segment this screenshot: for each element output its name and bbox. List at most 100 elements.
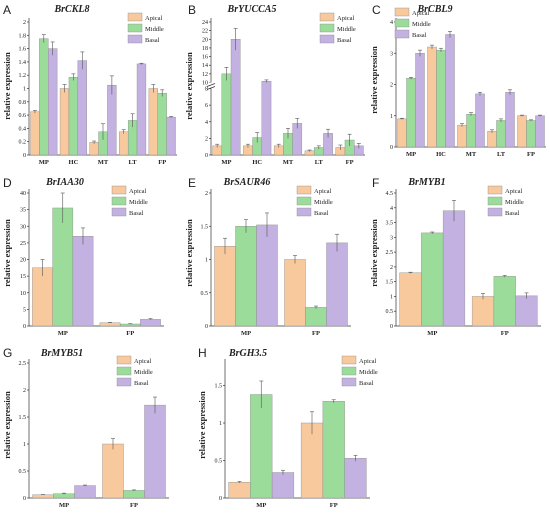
legend: Apical Middle Basal	[296, 185, 333, 217]
legend-label-middle: Middle	[505, 199, 524, 206]
bar-apical-fp	[102, 443, 124, 499]
y-tick-label: 10	[202, 81, 208, 87]
axis-break-mark	[206, 83, 216, 87]
y-tick-label: 1	[23, 87, 26, 93]
x-tick-label: MT	[466, 151, 477, 158]
legend-label-middle: Middle	[314, 199, 333, 206]
y-tick-label: 4	[390, 206, 393, 212]
y-tick-label: 2	[205, 191, 208, 197]
x-tick-label: FP	[527, 151, 535, 158]
panel-a: A BrCKL8 relative expression 0 0.2 0.4 0.6 0.8 1…	[2, 3, 177, 166]
y-tick-label: 0.5	[215, 459, 223, 465]
legend-swatch-middle	[127, 23, 143, 33]
bar-basal-fp	[144, 404, 166, 499]
bar-basal-mp	[72, 236, 94, 327]
bar-middle-mt	[466, 113, 476, 148]
legend-label-apical: Apical	[505, 188, 523, 195]
bar-middle-mp	[53, 493, 75, 499]
legend: Apical Middle Basal	[127, 12, 164, 44]
legend-swatch-middle	[111, 196, 127, 206]
bar-middle-mp	[52, 207, 74, 327]
y-tick-label: 1.5	[386, 280, 394, 286]
y-tick-label: 1.5	[201, 224, 209, 230]
panel-letter: C	[372, 3, 381, 17]
bar-apical-mp	[30, 111, 40, 156]
x-tick-label: FP	[346, 159, 354, 166]
y-tick-label: 3	[390, 235, 393, 241]
legend-swatch-basal	[341, 377, 357, 387]
y-tick-label: 0	[205, 153, 208, 159]
bar-middle-mp	[39, 38, 49, 156]
y-tick-label: 3	[390, 51, 393, 57]
legend-label-apical: Apical	[129, 188, 147, 195]
bar-middle-fp	[157, 92, 167, 156]
x-tick-label: MP	[221, 159, 231, 166]
legend-label-middle: Middle	[359, 369, 378, 376]
x-tick-label: LT	[129, 159, 138, 166]
legend-label-apical: Apical	[359, 358, 377, 365]
y-tick-label: 10	[20, 291, 26, 297]
y-tick-label: 12	[202, 72, 208, 78]
bar-basal-fp	[515, 295, 538, 327]
bar-apical-mt	[89, 142, 99, 156]
y-tick-label: 4.5	[386, 191, 394, 197]
y-tick-label: 1.4	[19, 60, 27, 66]
y-tick-label: 1	[205, 258, 208, 264]
bar-apical-mp	[214, 245, 236, 327]
y-tick-label: 2.5	[386, 250, 394, 256]
bar-basal-mp	[256, 224, 278, 327]
y-tick-label: 0.5	[19, 469, 27, 475]
panel-letter: D	[3, 176, 12, 190]
chart-title: BrMYB51	[40, 348, 83, 359]
bar-basal-hc	[445, 34, 455, 148]
bar-basal-mp	[271, 472, 295, 499]
y-tick-label: 2	[390, 265, 393, 271]
legend-swatch-middle	[394, 18, 410, 28]
panel-letter: B	[188, 3, 196, 17]
chart-title: BrIAA30	[45, 177, 84, 188]
bar-basal-lt	[505, 92, 515, 148]
legend-label-basal: Basal	[129, 210, 144, 217]
y-tick-label: 35	[20, 208, 26, 214]
panel-letter: G	[3, 346, 12, 360]
panel-letter: F	[372, 176, 379, 190]
x-tick-label: MP	[58, 330, 68, 337]
bar-apical-hc	[59, 88, 70, 156]
legend-label-apical: Apical	[145, 15, 163, 22]
legend-swatch-middle	[319, 23, 335, 33]
y-axis-label: relative expression	[369, 219, 379, 287]
legend-swatch-basal	[394, 29, 410, 39]
y-tick-label: 5	[23, 307, 26, 313]
legend-swatch-apical	[116, 355, 132, 365]
bar-apical-fp	[99, 322, 121, 327]
y-tick-label: 1.5	[215, 384, 223, 390]
y-tick-label: 6	[205, 103, 208, 109]
legend-swatch-basal	[487, 207, 503, 217]
legend-label-basal: Basal	[145, 37, 160, 44]
legend-label-middle: Middle	[129, 199, 148, 206]
y-tick-label: 2	[205, 136, 208, 142]
y-tick-label: 0	[205, 324, 208, 330]
y-tick-label: 22	[202, 29, 208, 35]
bar-basal-mp	[442, 210, 466, 327]
bar-basal-hc	[77, 60, 87, 156]
y-tick-label: 1	[219, 421, 222, 427]
bar-middle-fp	[123, 490, 145, 499]
bar-basal-fp	[535, 115, 545, 148]
x-tick-label: MP	[241, 330, 251, 337]
bar-middle-mp	[406, 78, 416, 148]
x-tick-label: FP	[158, 159, 166, 166]
legend-label-basal: Basal	[337, 37, 352, 44]
bar-apical-mp	[397, 118, 407, 148]
panel-e: E BrSAUR46 relative expression 0 0.5 1 1.5 2 MP F…	[184, 176, 351, 337]
x-tick-label: LT	[497, 151, 506, 158]
legend-swatch-middle	[116, 366, 132, 376]
y-tick-label: 0	[390, 324, 393, 330]
y-tick-label: 0	[390, 145, 393, 151]
legend-swatch-apical	[319, 12, 335, 22]
legend-label-apical: Apical	[314, 188, 332, 195]
bar-apical-fp	[284, 259, 306, 327]
legend-swatch-apical	[296, 185, 312, 195]
bar-apical-fp	[148, 88, 158, 156]
y-axis-label: relative expression	[2, 219, 12, 287]
